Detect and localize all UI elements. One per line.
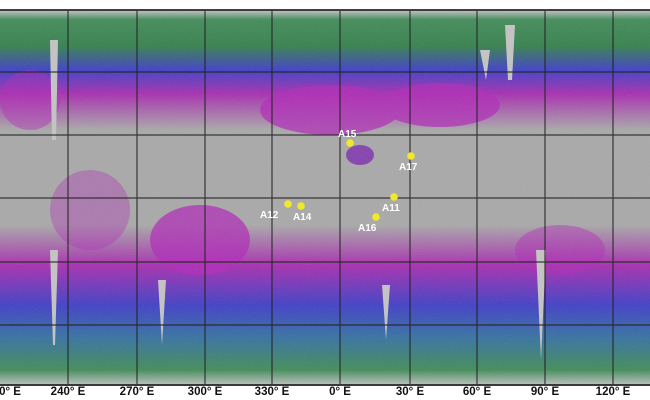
longitude-label: 0° E <box>0 386 21 398</box>
landing-site-a15: A15 <box>338 129 357 147</box>
landing-site-a11: A11 <box>382 193 400 214</box>
landing-site-label: A11 <box>382 203 400 214</box>
landing-site-a14: A14 <box>293 202 312 223</box>
longitude-label: 30° E <box>395 386 425 398</box>
landing-site-label: A16 <box>358 223 377 234</box>
landing-site-a16: A16 <box>358 213 380 234</box>
landing-site-label: A12 <box>260 210 279 221</box>
longitude-label: 120° E <box>595 386 631 398</box>
longitude-label: 330° E <box>254 386 290 398</box>
longitude-label: 240° E <box>50 386 86 398</box>
landing-site-marker <box>390 193 398 201</box>
lunar-map: A15 A17 A11 A12 A14 A16 <box>0 9 650 386</box>
landing-site-label: A17 <box>399 162 418 173</box>
longitude-label: 60° E <box>462 386 492 398</box>
longitude-label: 270° E <box>119 386 155 398</box>
landing-site-a12: A12 <box>260 200 292 221</box>
landing-site-marker <box>372 213 380 221</box>
landing-site-marker <box>284 200 292 208</box>
landing-site-marker <box>346 139 354 147</box>
graticule <box>0 9 650 386</box>
landing-site-marker <box>407 152 415 160</box>
landing-site-a17: A17 <box>399 152 418 173</box>
landing-site-marker <box>297 202 305 210</box>
longitude-label: 90° E <box>530 386 560 398</box>
longitude-label: 0° E <box>329 386 351 398</box>
longitude-label: 300° E <box>187 386 223 398</box>
landing-site-label: A15 <box>338 129 357 140</box>
landing-site-label: A14 <box>293 212 312 223</box>
